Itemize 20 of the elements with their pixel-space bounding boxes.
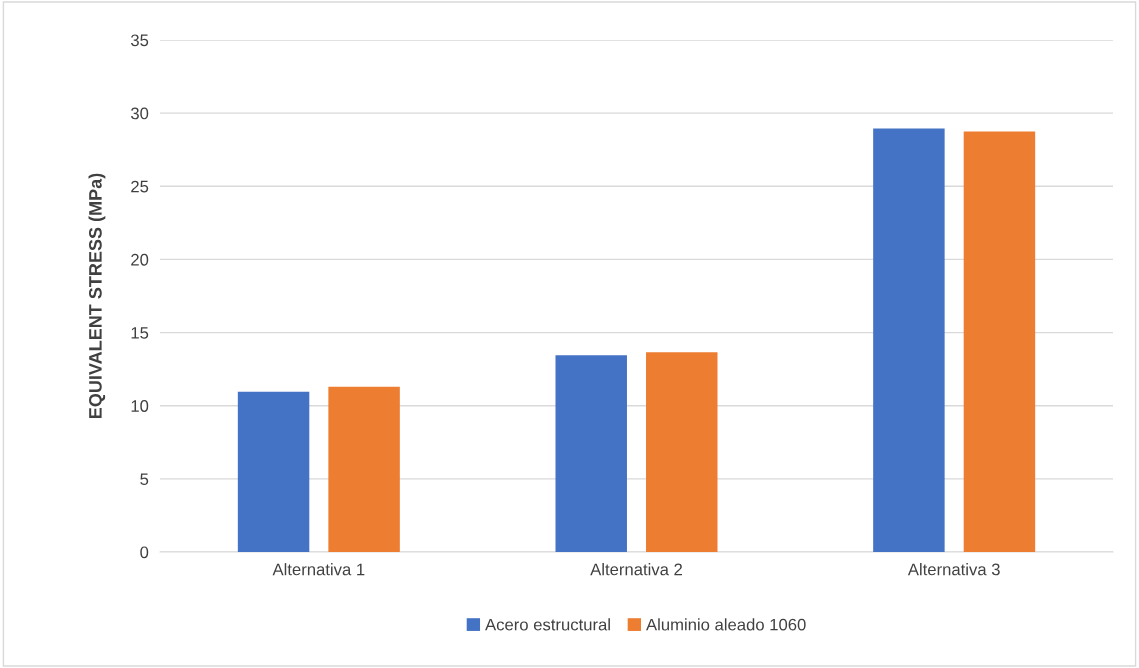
bar (873, 128, 945, 552)
legend-label: Acero estructural (485, 618, 610, 631)
x-tick-label: Alternativa 1 (272, 563, 365, 576)
bar (963, 131, 1036, 552)
y-tick-label: 0 (140, 546, 149, 559)
y-tick-label: 10 (131, 400, 149, 412)
y-axis-title: EQUIVALENT STRESS (MPa) (88, 173, 106, 419)
y-tick-label: 5 (140, 473, 149, 486)
legend-label: Aluminio aleado 1060 (646, 618, 806, 631)
bar (237, 391, 310, 552)
y-tick-label: 35 (130, 34, 149, 47)
y-tick-label: 15 (131, 327, 149, 339)
y-tick-label: 20 (131, 253, 149, 266)
y-tick-label: 30 (130, 107, 149, 120)
bar (555, 355, 627, 552)
x-tick-label: Alternativa 2 (590, 563, 682, 576)
x-tick-label: Alternativa 3 (907, 563, 1000, 576)
bar (646, 352, 718, 552)
y-tick-label: 25 (131, 180, 149, 193)
bar (328, 386, 400, 552)
